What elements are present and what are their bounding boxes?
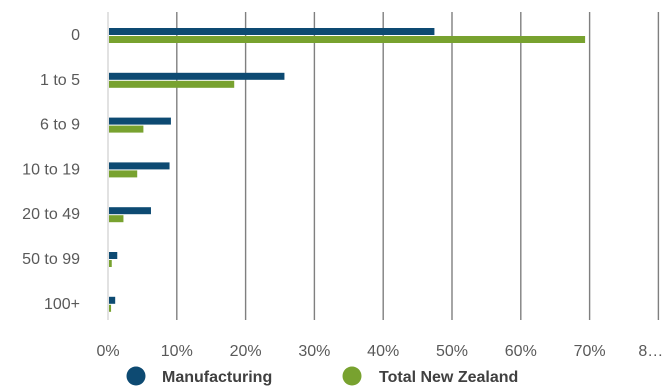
legend-label: Manufacturing — [162, 369, 272, 386]
y-tick-label: 10 to 19 — [22, 161, 80, 178]
y-tick-label: 100+ — [44, 296, 80, 313]
bar-manufacturing-1 — [109, 72, 285, 80]
x-tick-label: 10% — [161, 343, 193, 360]
x-tick-label: 30% — [298, 343, 330, 360]
bar-total-nz-6 — [109, 304, 112, 312]
bar-manufacturing-6 — [109, 296, 116, 304]
bar-total-nz-1 — [109, 80, 235, 88]
bar-total-nz-4 — [109, 215, 124, 223]
bar-manufacturing-3 — [109, 162, 170, 170]
bar-total-nz-0 — [109, 36, 586, 43]
bar-manufacturing-0 — [109, 28, 435, 35]
bar-manufacturing-2 — [109, 117, 171, 125]
y-tick-label: 0 — [71, 27, 80, 44]
y-tick-label: 20 to 49 — [22, 206, 80, 223]
x-tick-label: 20% — [230, 343, 262, 360]
y-tick-label: 50 to 99 — [22, 251, 80, 268]
x-tick-label: 60% — [505, 343, 537, 360]
legend-marker-total-nz — [342, 366, 362, 386]
bar-total-nz-3 — [109, 170, 138, 178]
bar-total-nz-2 — [109, 125, 144, 133]
x-tick-label: 40% — [367, 343, 399, 360]
x-tick-label: 0% — [96, 343, 119, 360]
legend-label: Total New Zealand — [379, 369, 518, 386]
y-tick-label: 6 to 9 — [40, 117, 80, 134]
x-tick-label: 8… — [638, 343, 663, 360]
x-tick-label: 70% — [574, 343, 606, 360]
bar-manufacturing-4 — [109, 207, 151, 215]
bar-total-nz-5 — [109, 260, 112, 267]
legend-marker-manufacturing — [126, 366, 146, 386]
x-tick-label: 50% — [436, 343, 468, 360]
bar-manufacturing-5 — [109, 252, 118, 259]
y-tick-label: 1 to 5 — [40, 72, 80, 89]
